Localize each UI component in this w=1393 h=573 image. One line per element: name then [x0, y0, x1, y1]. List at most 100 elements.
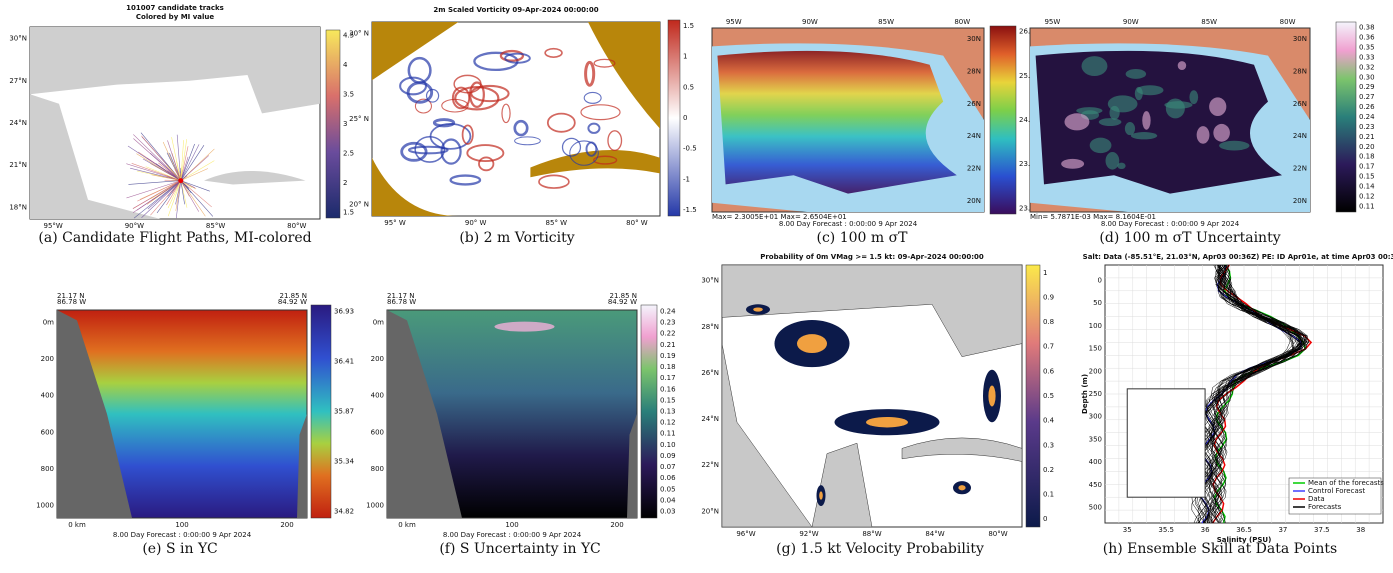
colorbar-label: 0.03: [660, 508, 676, 516]
y-tick-label: 400: [41, 392, 54, 400]
spot: [1099, 118, 1122, 126]
x-tick-label: 80° W: [626, 219, 648, 227]
band-core: [958, 485, 965, 490]
colorbar: [668, 20, 680, 216]
y-tick-label: 30°N: [9, 35, 27, 43]
colorbar-label: 36.41: [334, 357, 354, 365]
corner-label: 84.92 W: [608, 298, 637, 306]
spot: [1209, 97, 1226, 116]
y-tick-label: 26°N: [701, 369, 719, 377]
x-tick-label: 85W: [878, 18, 894, 26]
x-tick-label: 35.5: [1158, 526, 1174, 534]
x-tick-label: 200: [280, 521, 293, 529]
x-tick-label: 84°W: [925, 530, 944, 538]
x-tick-label: 95°W: [44, 222, 63, 230]
x-tick-label: 37.5: [1314, 526, 1330, 534]
x-tick-label: 92°W: [799, 530, 818, 538]
y-tick-label: 18°N: [9, 203, 27, 211]
colorbar-label: -0.5: [683, 145, 697, 153]
colorbar-label: -1.5: [683, 206, 697, 214]
corner-label: 86.78 W: [387, 298, 416, 306]
y-tick-label: 500: [1089, 504, 1102, 512]
colorbar-label: 1: [1043, 269, 1047, 277]
band-core: [819, 491, 823, 499]
y-tick-label: 350: [1089, 435, 1102, 443]
colorbar-label: 0.33: [1359, 53, 1375, 61]
colorbar-label: 0.14: [1359, 182, 1375, 190]
x-tick-label: 200: [610, 521, 623, 529]
colorbar: [326, 30, 340, 218]
colorbar-label: 0.30: [1359, 73, 1375, 81]
colorbar-label: 35.34: [334, 458, 355, 466]
footer: 8.00 Day Forecast : 0:00:00 9 Apr 2024: [779, 220, 918, 228]
footer: 8.00 Day Forecast : 0:00:00 9 Apr 2024: [443, 531, 582, 539]
panel-title: Probability of 0m VMag >= 1.5 kt: 09-Apr…: [760, 253, 984, 261]
y-tick-label: 21°N: [9, 161, 27, 169]
caption: (g) 1.5 kt Velocity Probability: [776, 541, 984, 557]
y-tick-label: 200: [41, 355, 54, 363]
colorbar: [311, 305, 331, 518]
colorbar-label: 3: [343, 120, 347, 128]
colorbar-label: 36.93: [334, 307, 354, 315]
x-tick-label: 88°W: [862, 530, 881, 538]
colorbar-label: 0.05: [660, 485, 676, 493]
x-tick-label: 80°W: [287, 222, 306, 230]
x-tick-label: 0 km: [398, 521, 416, 529]
y-tick-label: 28N: [1293, 67, 1307, 75]
x-tick-label: 96°W: [736, 530, 755, 538]
y-tick-label: 24N: [967, 132, 981, 140]
spot: [1178, 61, 1186, 70]
y-tick-label: 20°N: [701, 507, 719, 515]
colorbar-label: 0.13: [660, 408, 676, 416]
band-core: [797, 334, 827, 353]
colorbar-label: 0.12: [1359, 192, 1375, 200]
colorbar-label: 0.15: [660, 396, 676, 404]
colorbar-label: 0.11: [660, 430, 676, 438]
colorbar-label: 0.6: [1043, 367, 1055, 375]
colorbar-label: 0.8: [1043, 318, 1054, 326]
x-tick-label: 100: [175, 521, 188, 529]
corner-label: 86.78 W: [57, 298, 86, 306]
corner-label: 84.92 W: [278, 298, 307, 306]
y-tick-label: 26N: [967, 100, 981, 108]
x-tick-label: 80W: [954, 18, 970, 26]
x-tick-label: 90W: [1123, 18, 1139, 26]
y-tick-label: 28N: [967, 67, 981, 75]
spot: [1131, 132, 1157, 139]
x-tick-label: 90°W: [125, 222, 144, 230]
legend-label: Control Forecast: [1308, 487, 1365, 495]
colorbar-label: 0.1: [1043, 491, 1054, 499]
spot: [1142, 111, 1150, 130]
x-tick-label: 36.5: [1236, 526, 1252, 534]
colorbar-label: 0.3: [1043, 441, 1054, 449]
caption: (a) Candidate Flight Paths, MI-colored: [38, 230, 311, 246]
colorbar-label: 0.11: [1359, 202, 1375, 210]
caption: (d) 100 m σT Uncertainty: [1099, 230, 1280, 246]
colorbar-label: 0.16: [660, 385, 676, 393]
caption: (e) S in YC: [142, 541, 217, 557]
y-tick-label: 150: [1089, 345, 1102, 353]
colorbar-label: 0.19: [660, 352, 676, 360]
colorbar-label: 0.9: [1043, 293, 1054, 301]
x-tick-label: 38: [1356, 526, 1365, 534]
x-tick-label: 36: [1201, 526, 1210, 534]
colorbar-label: 0.20: [1359, 143, 1375, 151]
colorbar-label: 0.2: [1043, 466, 1054, 474]
x-tick-label: 95W: [726, 18, 742, 26]
x-tick-label: 0 km: [68, 521, 86, 529]
x-tick-label: 35: [1123, 526, 1132, 534]
y-tick-label: 0: [1098, 276, 1102, 284]
colorbar-label: 0.24: [1359, 113, 1375, 121]
caption: (b) 2 m Vorticity: [459, 230, 574, 246]
x-tick-label: 95° W: [384, 219, 406, 227]
caption: (f) S Uncertainty in YC: [439, 541, 600, 557]
colorbar-label: 0.29: [1359, 83, 1375, 91]
y-tick-label: 200: [371, 355, 384, 363]
colorbar-label: 0.06: [660, 474, 676, 482]
y-tick-label: 1000: [366, 502, 384, 510]
colorbar: [990, 26, 1016, 214]
y-tick-label: 50: [1093, 299, 1102, 307]
y-tick-label: 28°N: [701, 323, 719, 331]
